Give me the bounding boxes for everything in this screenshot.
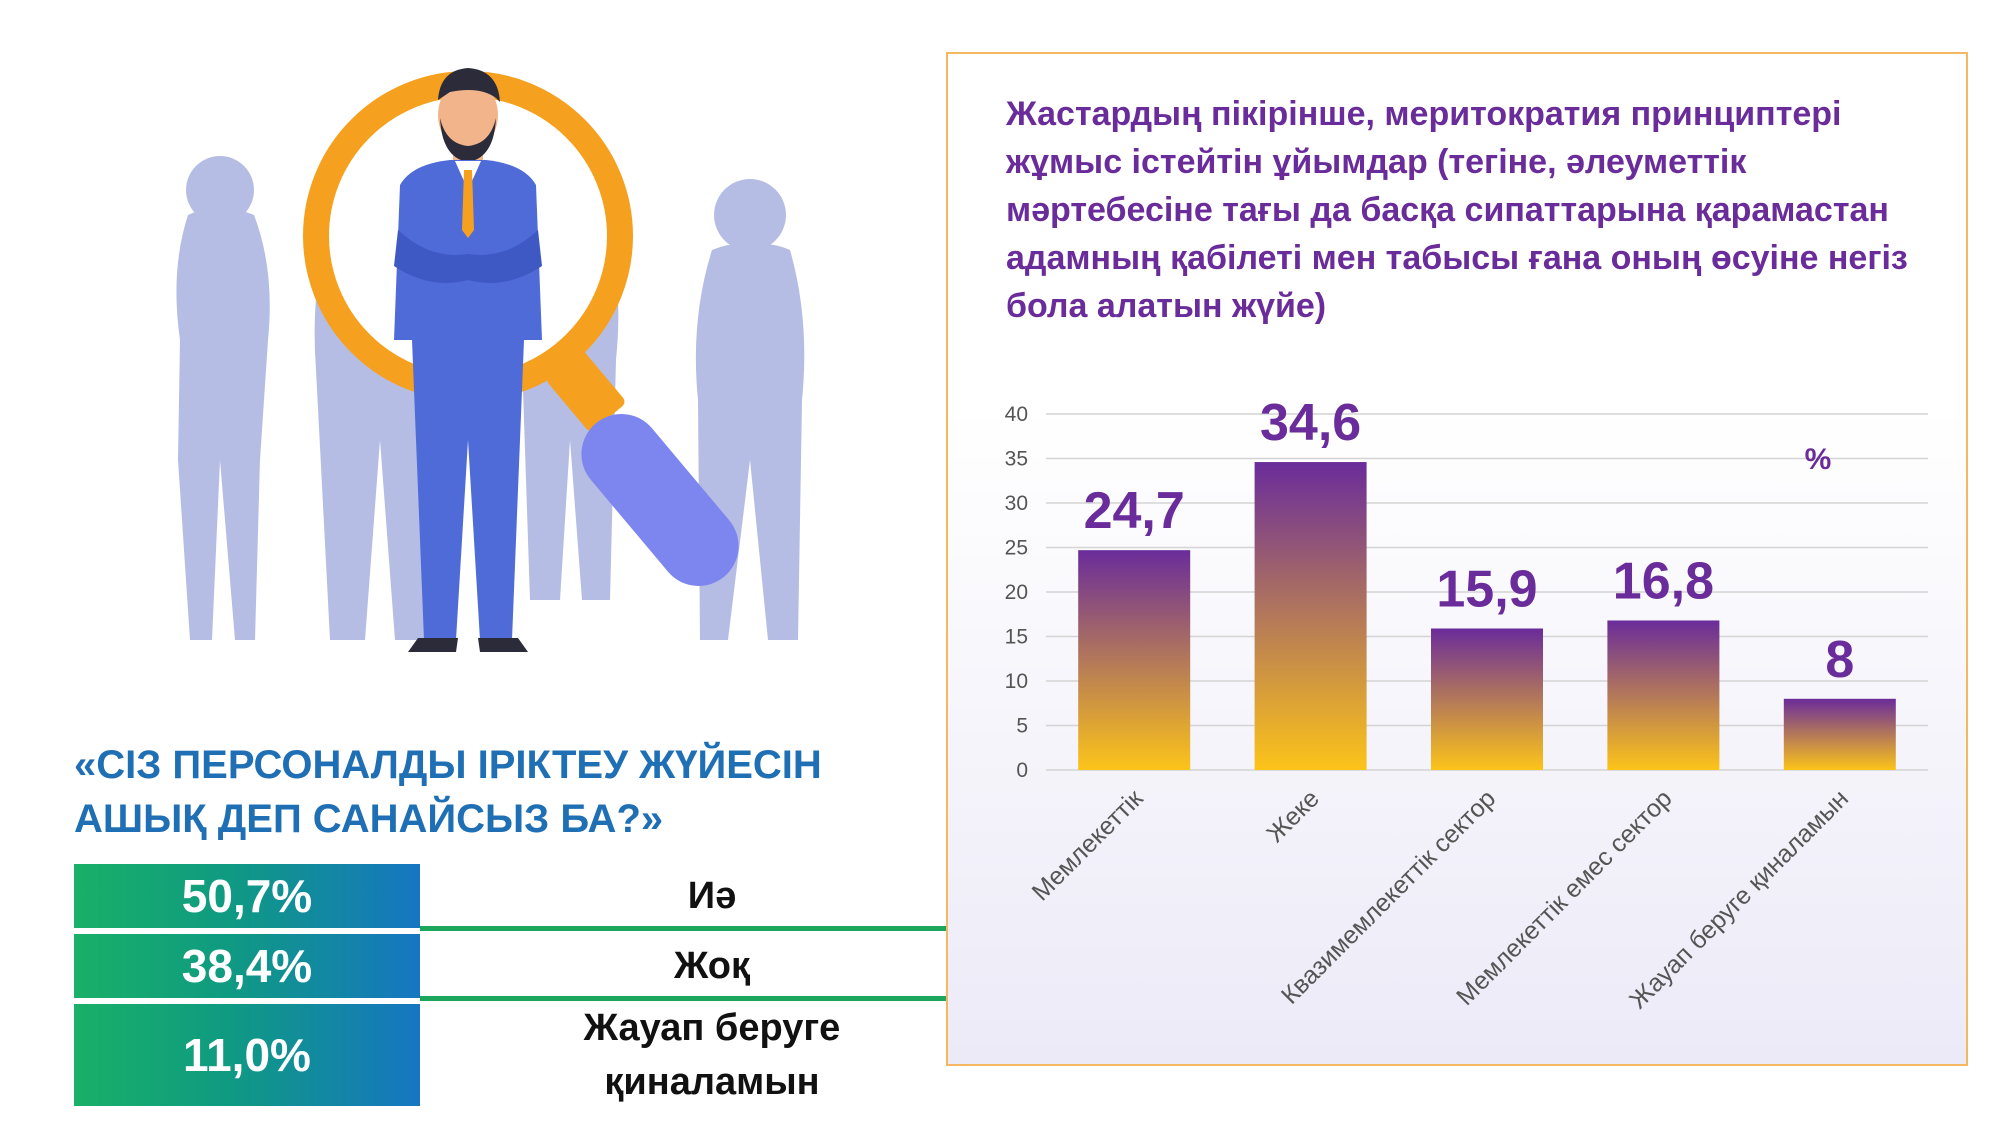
answer-divider (420, 926, 1004, 931)
answer-divider (420, 996, 1004, 1001)
survey-question: «СІЗ ПЕРСОНАЛДЫ ІРІКТЕУ ЖҮЙЕСІН АШЫҚ ДЕП… (74, 743, 822, 841)
answer-row-yes: 50,7% Иә (74, 864, 1004, 931)
answer-row-undecided: 11,0% Жауап беруге қиналамын (74, 1004, 1004, 1106)
y-tick-label: 30 (1005, 492, 1028, 515)
chart-title: Жастардың пікірінше, меритократия принци… (1006, 95, 1908, 325)
hr-search-illustration (176, 68, 805, 652)
answer-label: Жоқ (673, 945, 751, 987)
y-tick-label: 35 (1005, 448, 1028, 471)
y-tick-label: 25 (1005, 537, 1028, 560)
bar (1431, 628, 1543, 770)
x-category-label: Жеке (1261, 784, 1325, 848)
data-label: 8 (1825, 631, 1854, 689)
answer-row-no: 38,4% Жоқ (74, 934, 1004, 1001)
y-tick-label: 10 (1005, 670, 1028, 693)
y-tick-label: 40 (1005, 403, 1028, 426)
answer-percent: 50,7% (74, 864, 420, 928)
data-label: 16,8 (1613, 552, 1714, 610)
unit-label: % (1805, 443, 1832, 476)
y-tick-label: 20 (1005, 581, 1028, 604)
answer-label: Иә (687, 875, 737, 917)
bar (1078, 550, 1191, 770)
data-label: 24,7 (1084, 482, 1185, 540)
x-category-label: Мемлекеттік (1027, 784, 1150, 907)
chart-panel: Жастардың пікірінше, меритократия принци… (946, 52, 1968, 1066)
answer-percent: 38,4% (74, 934, 420, 998)
bar (1607, 620, 1720, 770)
y-tick-label: 15 (1005, 626, 1028, 649)
bar-chart: 0 5 10 15 20 25 30 35 40 24,7 Мемлекеттік 34,6 Жеке 1… (1005, 394, 1928, 1014)
businessman-icon (394, 68, 542, 652)
y-tick-label: 5 (1016, 715, 1028, 738)
data-label: 15,9 (1436, 560, 1537, 618)
bar (1254, 462, 1367, 770)
answer-label: Жауап беруге қиналамын (583, 1007, 841, 1103)
bar (1783, 698, 1896, 770)
y-tick-label: 0 (1016, 759, 1028, 782)
answer-percent: 11,0% (74, 1004, 420, 1106)
data-label: 34,6 (1260, 394, 1361, 452)
